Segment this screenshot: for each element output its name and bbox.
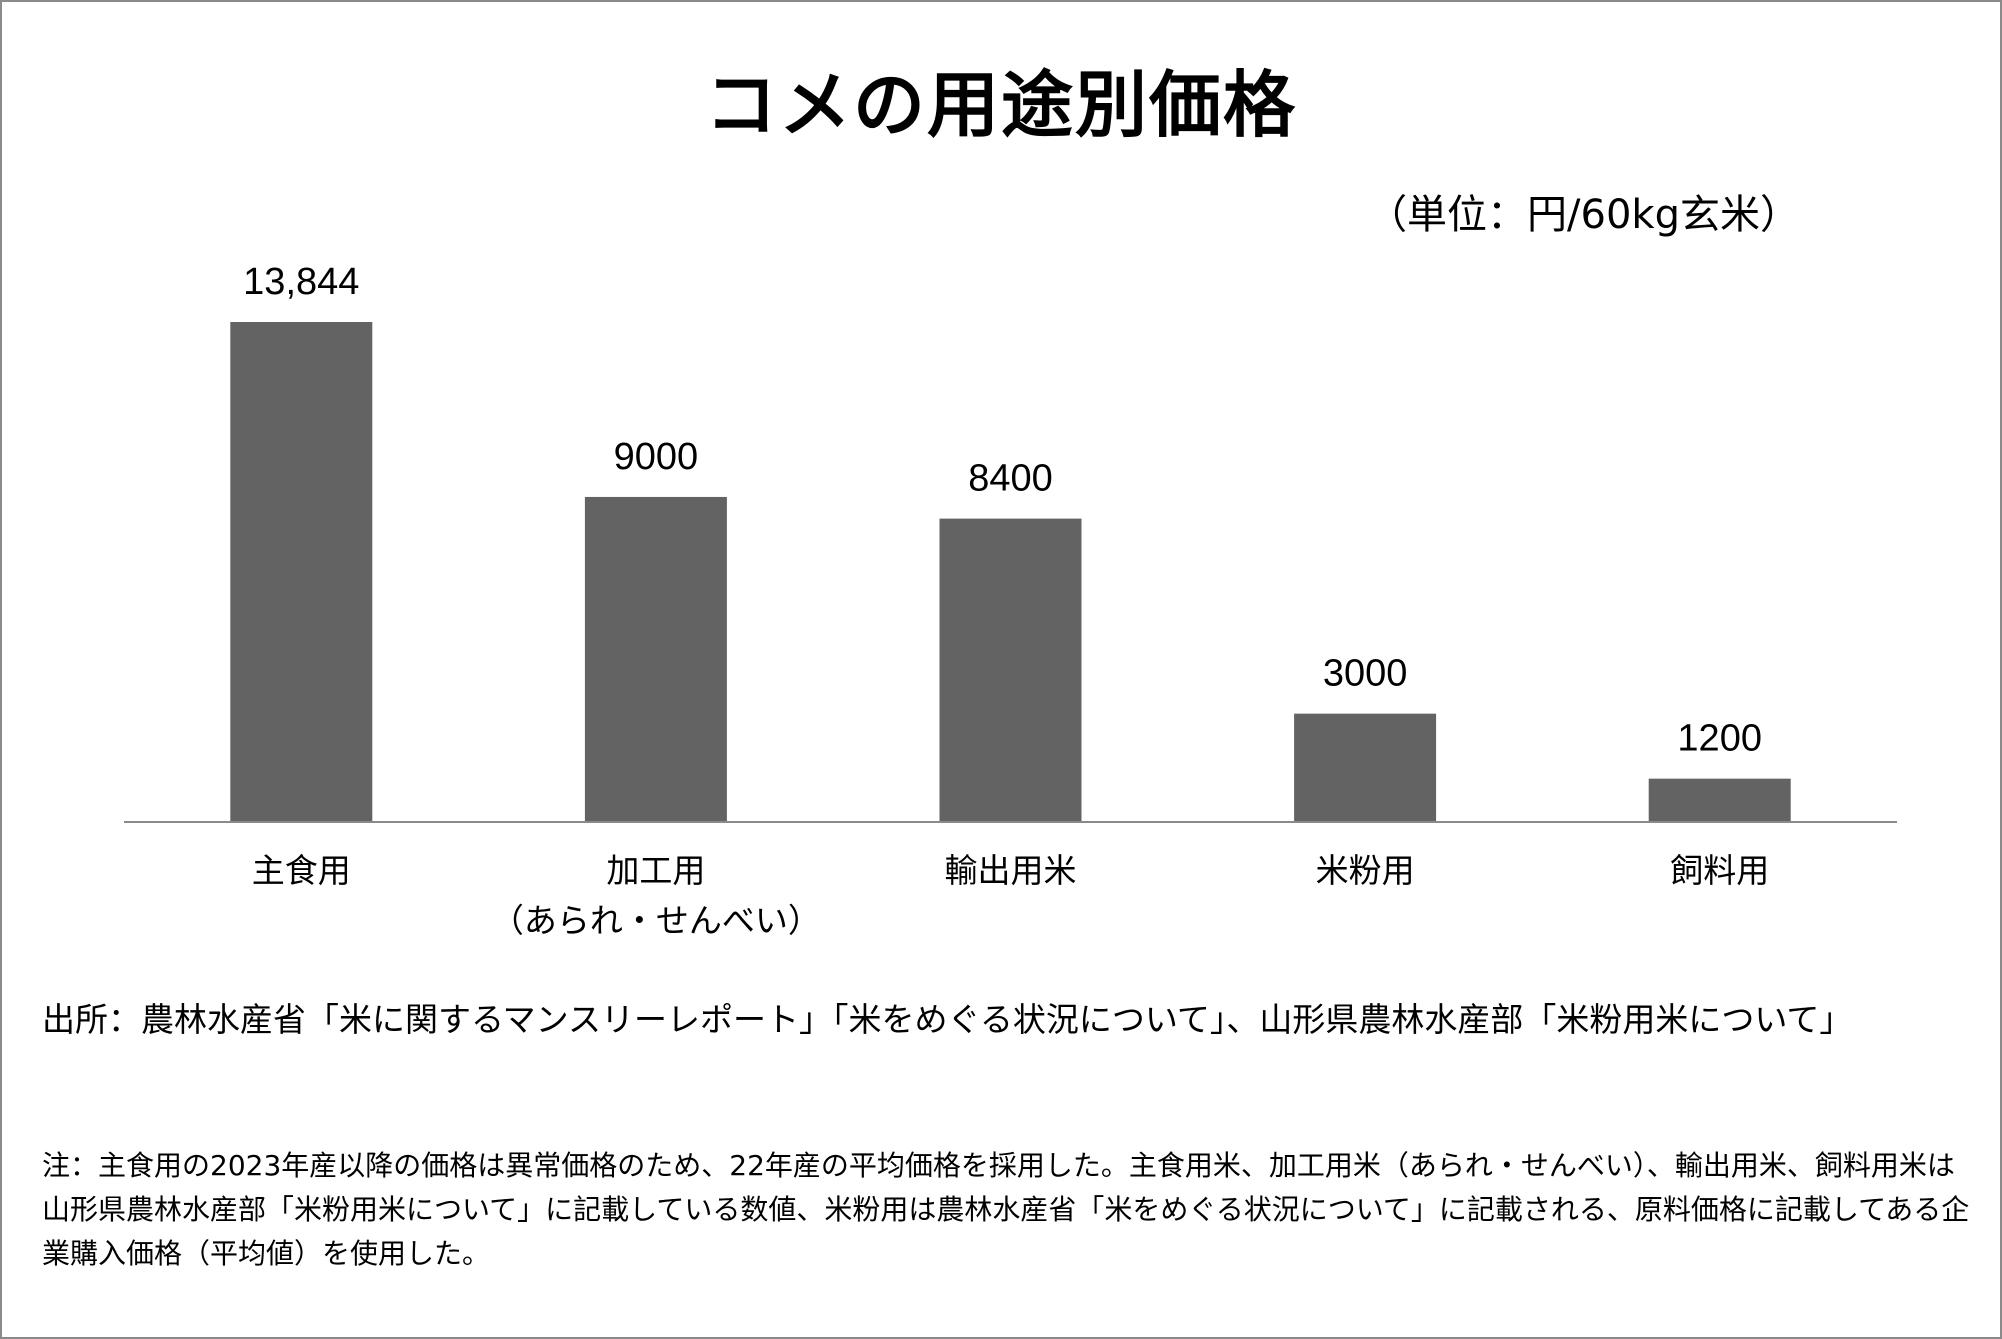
data-label-4: 1200 <box>1677 718 1762 760</box>
bar-3 <box>1294 713 1437 822</box>
bar-4 <box>1648 778 1791 822</box>
bar-0 <box>230 322 373 822</box>
data-label-1: 9000 <box>614 436 699 478</box>
x-tick-label-1-line1: （あられ・せんべい） <box>491 901 821 940</box>
bar-1 <box>584 496 727 822</box>
x-tick-label-4: 飼料用 <box>1670 851 1769 890</box>
data-label-0: 13,844 <box>243 261 359 303</box>
bar-chart: 13,844 主食用 9000 加工用 （あられ・せんべい） 8400 輸出用米 3000 米粉… <box>124 261 1897 940</box>
chart-title: コメの用途別価格 <box>704 63 1297 147</box>
data-label-2: 8400 <box>968 458 1053 500</box>
data-label-3: 3000 <box>1323 653 1408 695</box>
unit-label: （単位：円/60kg玄米） <box>1367 192 1800 238</box>
x-tick-label-0: 主食用 <box>252 851 351 890</box>
source-note: 出所：農林水産省「米に関するマンスリーレポート」「米をめぐる状況について」、山形… <box>42 1000 1853 1039</box>
x-tick-label-1: 加工用 <box>606 851 705 890</box>
x-tick-label-3: 米粉用 <box>1316 851 1415 890</box>
x-tick-label-2: 輸出用米 <box>945 851 1077 890</box>
bar-2 <box>939 518 1082 822</box>
footnote: 注：主食用の2023年産以降の価格は異常価格のため、22年産の平均価格を採用した… <box>42 1149 1970 1270</box>
